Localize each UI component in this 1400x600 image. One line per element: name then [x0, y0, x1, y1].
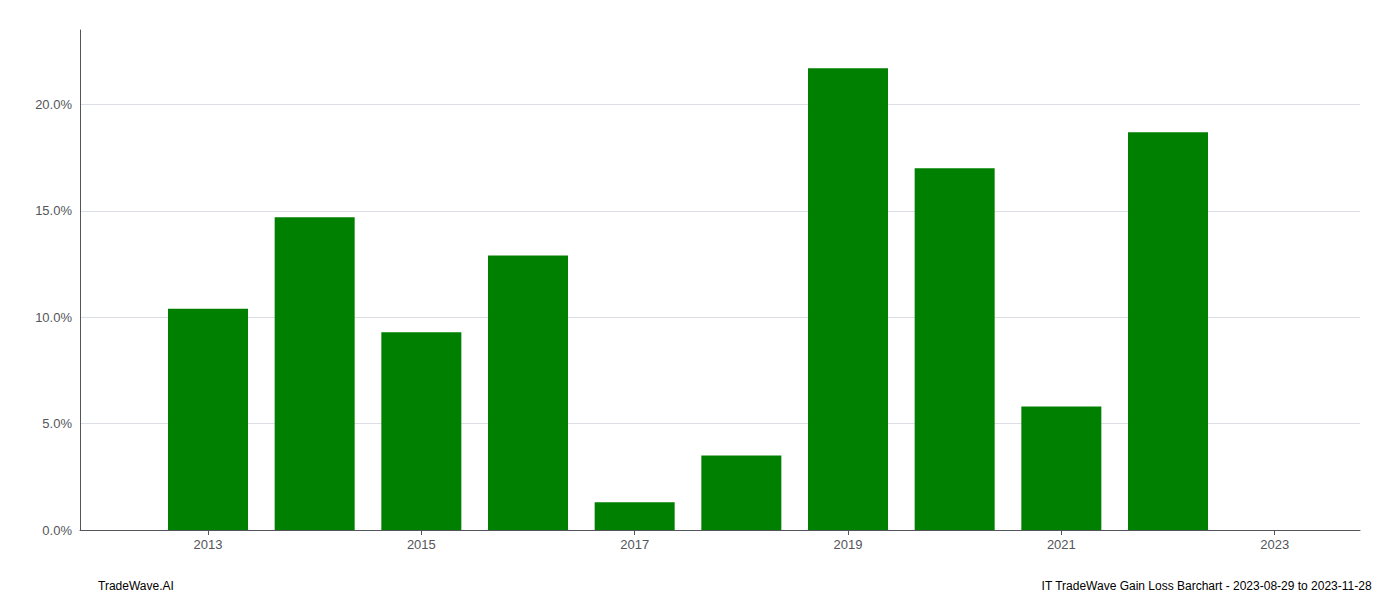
svg-text:2017: 2017 — [620, 537, 649, 552]
svg-text:2023: 2023 — [1260, 537, 1289, 552]
svg-text:10.0%: 10.0% — [35, 310, 72, 325]
svg-text:0.0%: 0.0% — [42, 523, 72, 538]
svg-text:20.0%: 20.0% — [35, 97, 72, 112]
svg-text:15.0%: 15.0% — [35, 203, 72, 218]
svg-text:IT TradeWave Gain Loss Barchar: IT TradeWave Gain Loss Barchart - 2023-0… — [1042, 579, 1372, 593]
svg-text:2015: 2015 — [407, 537, 436, 552]
svg-text:TradeWave.AI: TradeWave.AI — [98, 579, 174, 593]
svg-text:2021: 2021 — [1047, 537, 1076, 552]
svg-text:2019: 2019 — [834, 537, 863, 552]
svg-text:5.0%: 5.0% — [42, 416, 72, 431]
svg-text:2013: 2013 — [194, 537, 223, 552]
